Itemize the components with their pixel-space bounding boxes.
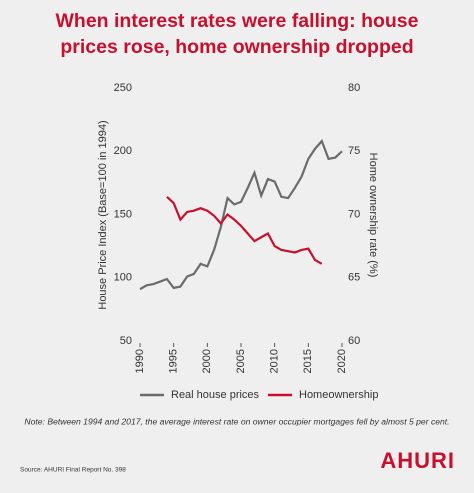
y-tick-label: 50 [120,335,132,347]
y2-tick-label: 80 [348,82,360,94]
chart-title: When interest rates were falling: house [56,10,419,32]
y-tick-label: 200 [114,145,132,157]
series-line [166,195,323,265]
note: Note: Between 1994 and 2017, the average… [24,416,449,426]
y-tick-label: 250 [114,82,132,94]
x-tick-label: 2005 [235,349,247,373]
x-tick-label: 2010 [269,349,281,373]
y-axis-label: House Price Index (Base=100 in 1994) [97,120,109,309]
y-tick-label: 150 [114,208,132,220]
series-line [139,139,343,291]
x-tick-label: 2015 [302,349,314,373]
chart-title: prices rose, home ownership dropped [60,36,413,58]
y2-axis-label: Home ownership rate (%) [367,153,379,278]
y-tick-label: 100 [114,272,132,284]
logo: AHURI [380,448,455,473]
legend-label: Real house prices [171,389,260,401]
y2-tick-label: 70 [348,208,360,220]
source: Source: AHURI Final Report No. 398 [20,467,126,474]
y2-tick-label: 65 [348,272,360,284]
x-tick-label: 2020 [336,349,348,373]
x-tick-label: 1990 [134,349,146,373]
y2-tick-label: 60 [348,335,360,347]
x-tick-label: 1995 [168,349,180,373]
x-tick-label: 2000 [201,349,213,373]
legend-label: Homeownership [299,389,378,401]
y2-tick-label: 75 [348,145,360,157]
